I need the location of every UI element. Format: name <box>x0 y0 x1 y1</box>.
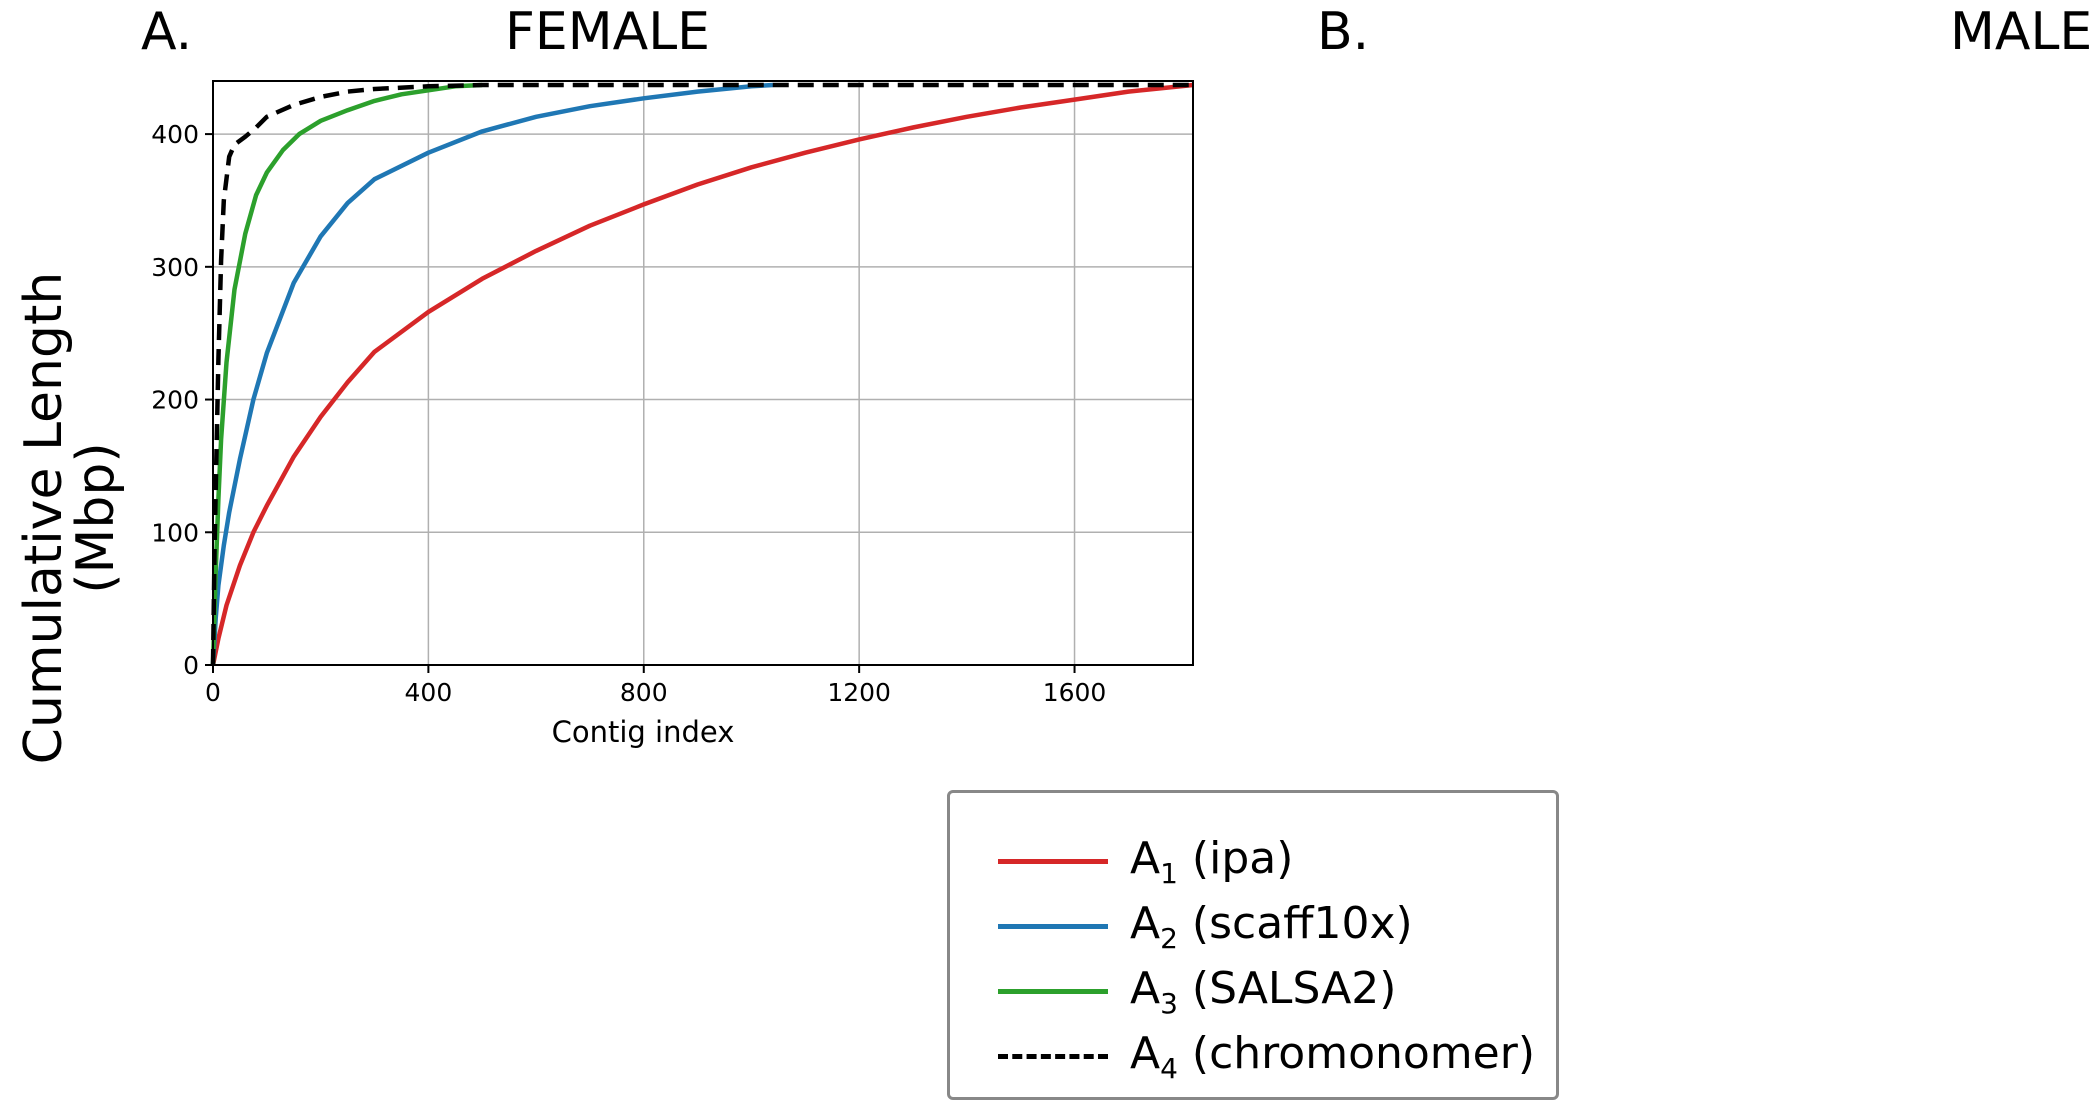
x-axis-label: Contig index <box>552 715 735 749</box>
legend-item: A3 (SALSA2) <box>998 963 1396 1019</box>
y-tick-label: 400 <box>151 120 199 149</box>
legend-swatch <box>998 988 1108 994</box>
legend-label: A3 (SALSA2) <box>1130 962 1397 1020</box>
y-tick-label: 200 <box>151 386 199 415</box>
y-tick-label: 100 <box>151 518 199 547</box>
legend-item: A1 (ipa) <box>998 833 1293 889</box>
legend-item: A4 (chromonomer) <box>998 1028 1535 1084</box>
series-layer <box>210 82 1194 666</box>
legend-label: A1 (ipa) <box>1130 832 1294 890</box>
series-line-4 <box>210 82 1193 666</box>
x-tick-label: 1600 <box>1043 678 1107 707</box>
y-tick-label: 0 <box>183 651 199 680</box>
legend-label: A4 (chromonomer) <box>1130 1027 1535 1085</box>
legend-label: A2 (scaff10x) <box>1130 897 1413 955</box>
series-line-3 <box>210 82 483 666</box>
legend-swatch <box>998 923 1108 929</box>
legend-swatch <box>998 858 1108 864</box>
panel-a-label: A. <box>141 2 193 62</box>
plot-frame <box>212 80 1194 666</box>
legend: A1 (ipa) A2 (scaff10x) A3 (SALSA2) A4 (chro… <box>947 790 1559 1100</box>
x-tick-label: 0 <box>205 678 221 707</box>
y-tick-label: 300 <box>151 253 199 282</box>
x-tick-label: 800 <box>620 678 668 707</box>
axes: 0 400 800 1200 1600 0 100 200 300 400 Contig index <box>151 80 1194 749</box>
x-tick-label: 400 <box>405 678 453 707</box>
legend-item: A2 (scaff10x) <box>998 898 1413 954</box>
series-line-1 <box>210 82 1194 666</box>
panel-b-title: MALE <box>1950 2 2091 62</box>
grid-lines <box>213 81 1193 665</box>
panel-b-label: B. <box>1317 2 1370 62</box>
series-line-2 <box>210 82 774 666</box>
x-tick-label: 1200 <box>827 678 891 707</box>
panel-a-title: FEMALE <box>505 2 711 62</box>
legend-swatch <box>998 1053 1108 1059</box>
